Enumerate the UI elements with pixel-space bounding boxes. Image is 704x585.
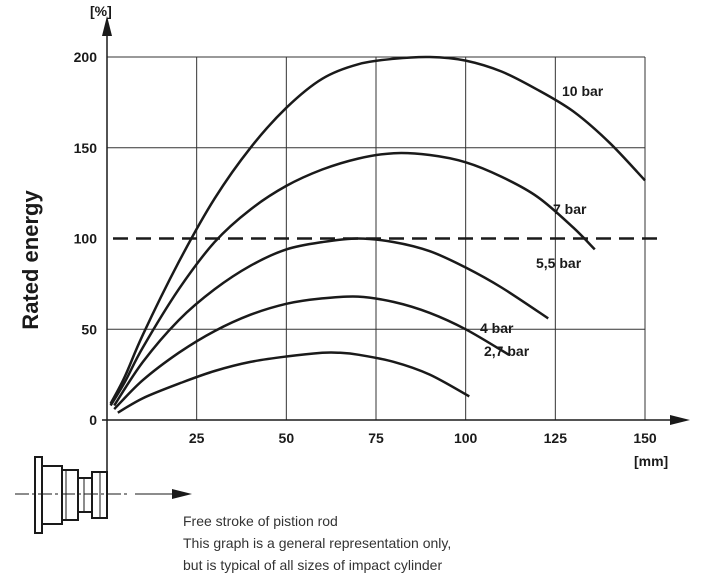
series-label: 4 bar bbox=[480, 320, 514, 336]
y-tick-label: 150 bbox=[74, 140, 98, 156]
x-axis-arrow bbox=[670, 415, 690, 425]
x-tick-label: 150 bbox=[633, 430, 657, 446]
y-axis-title: Rated energy bbox=[18, 190, 43, 330]
y-tick-label: 100 bbox=[74, 231, 98, 247]
x-tick-label: 75 bbox=[368, 430, 384, 446]
axes bbox=[102, 16, 690, 518]
series-line-2-7-bar bbox=[117, 351, 470, 414]
curves bbox=[109, 55, 646, 414]
y-unit-label: [%] bbox=[90, 3, 112, 19]
x-tick-label: 50 bbox=[279, 430, 295, 446]
y-tick-label: 0 bbox=[89, 412, 97, 428]
grid bbox=[107, 56, 662, 420]
x-tick-label: 25 bbox=[189, 430, 205, 446]
y-tick-label: 50 bbox=[81, 321, 97, 337]
note-line-1: Free stroke of pistion rod bbox=[183, 513, 338, 529]
series-label: 5,5 bar bbox=[536, 255, 582, 271]
y-axis-arrow bbox=[102, 16, 112, 36]
note-line-2: This graph is a general representation o… bbox=[183, 535, 452, 551]
labels: 25 50 75 100 125 150 0 50 100 150 200 10 bar 7 bar 5,… bbox=[74, 49, 657, 446]
x-unit-label: [mm] bbox=[634, 453, 668, 469]
series-line-10-bar bbox=[109, 55, 646, 405]
x-tick-label: 125 bbox=[544, 430, 568, 446]
note-line-3: but is typical of all sizes of impact cy… bbox=[183, 557, 443, 573]
y-tick-label: 200 bbox=[74, 49, 98, 65]
piston-rod-illustration bbox=[15, 456, 128, 534]
series-line-4-bar bbox=[113, 295, 510, 410]
series-line-5-5-bar bbox=[113, 237, 549, 407]
series-line-7-bar bbox=[109, 151, 596, 407]
x-tick-label: 100 bbox=[454, 430, 478, 446]
series-label: 10 bar bbox=[562, 83, 604, 99]
series-label: 2,7 bar bbox=[484, 343, 530, 359]
series-label: 7 bar bbox=[553, 201, 587, 217]
stroke-arrow bbox=[135, 489, 192, 499]
